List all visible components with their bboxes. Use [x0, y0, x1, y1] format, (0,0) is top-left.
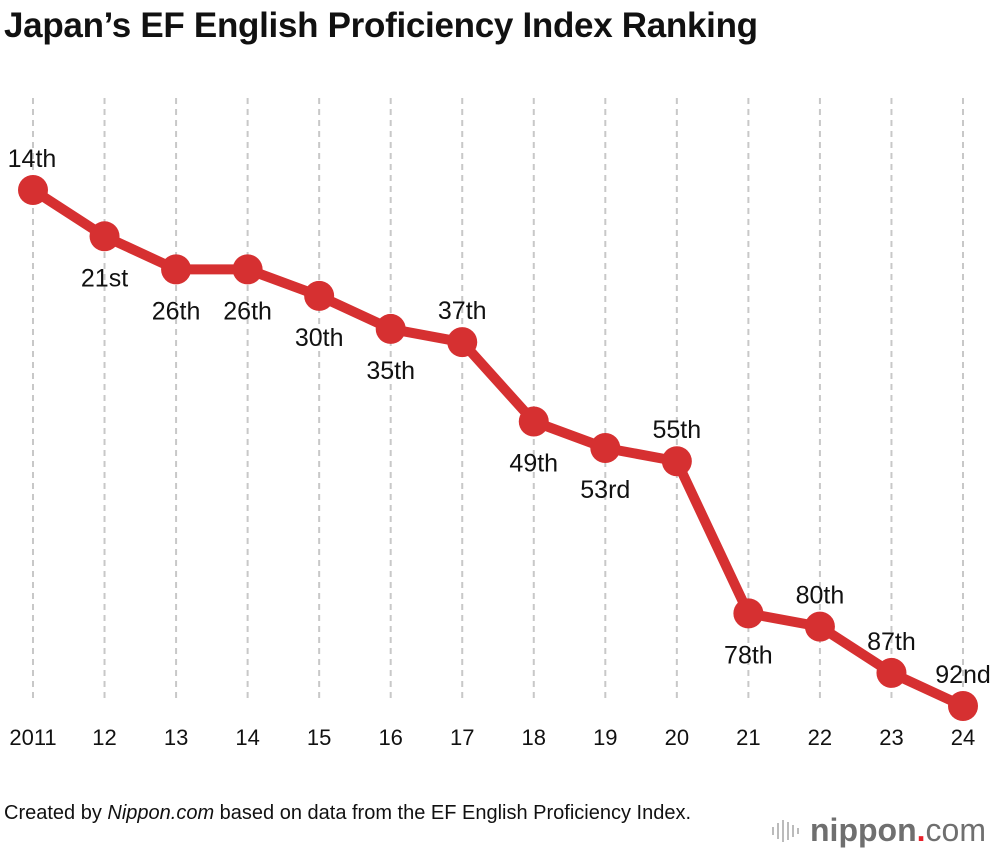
data-label: 21st [81, 264, 128, 292]
footnote-suffix: based on data from the EF English Profic… [214, 802, 692, 824]
x-tick-label: 23 [879, 725, 903, 750]
data-point [733, 598, 764, 629]
data-label: 35th [366, 357, 415, 385]
x-tick-label: 12 [92, 725, 116, 750]
data-point [876, 657, 907, 688]
x-tick-label: 15 [307, 725, 331, 750]
data-labels: 14th 21st 26th 26th 30th 35th 37th 49th 53rd 55th… [8, 145, 991, 689]
data-point [804, 611, 835, 642]
data-points [18, 175, 978, 721]
gridlines [32, 98, 964, 702]
data-label: 49th [509, 450, 558, 478]
data-label: 37th [438, 297, 487, 325]
footnote-source-name: Nippon.com [107, 802, 215, 824]
nippon-logo: nippon. com [770, 812, 986, 849]
logo-tld: com [925, 812, 986, 848]
x-tick-label: 17 [450, 725, 474, 750]
data-point [89, 221, 120, 252]
data-label: 14th [8, 145, 57, 173]
x-tick-label: 22 [808, 725, 832, 750]
data-label: 53rd [580, 476, 630, 504]
data-point [518, 406, 549, 437]
footnote-prefix: Created by [4, 802, 108, 824]
data-label: 30th [295, 324, 344, 352]
data-label: 55th [653, 416, 702, 444]
sound-wave-icon [772, 819, 799, 842]
x-tick-labels: 2011 12 13 14 15 16 17 18 19 20 21 22 23 24 [9, 725, 975, 750]
logo-text: nippon [810, 812, 917, 848]
x-tick-label: 24 [951, 725, 975, 750]
data-point [590, 433, 621, 463]
data-label: 92nd [935, 661, 991, 689]
logo-dot: . [916, 812, 926, 848]
data-label: 26th [152, 297, 201, 325]
data-point [447, 327, 478, 358]
source-footnote: Created by Nippon.com based on data from… [4, 800, 691, 826]
data-label: 78th [724, 641, 773, 669]
data-label: 80th [796, 582, 845, 610]
x-tick-label: 21 [736, 725, 760, 750]
x-tick-label: 14 [235, 725, 259, 750]
data-point [948, 691, 978, 721]
data-point [304, 280, 335, 311]
data-label: 26th [223, 297, 272, 325]
x-tick-label: 18 [522, 725, 546, 750]
x-tick-label: 16 [378, 725, 402, 750]
x-tick-label: 13 [164, 725, 188, 750]
data-point [375, 313, 406, 344]
x-tick-label: 19 [593, 725, 617, 750]
data-point [661, 446, 692, 477]
x-tick-label: 2011 [9, 725, 56, 750]
line-chart: 14th 21st 26th 26th 30th 35th 37th 49th 53rd 55th… [8, 98, 991, 750]
chart-title: Japan’s EF English Proficiency Index Ran… [4, 6, 758, 45]
data-label: 87th [867, 628, 916, 656]
x-tick-label: 20 [665, 725, 689, 750]
data-point [18, 175, 48, 205]
data-point [232, 254, 263, 285]
data-point [161, 254, 192, 285]
